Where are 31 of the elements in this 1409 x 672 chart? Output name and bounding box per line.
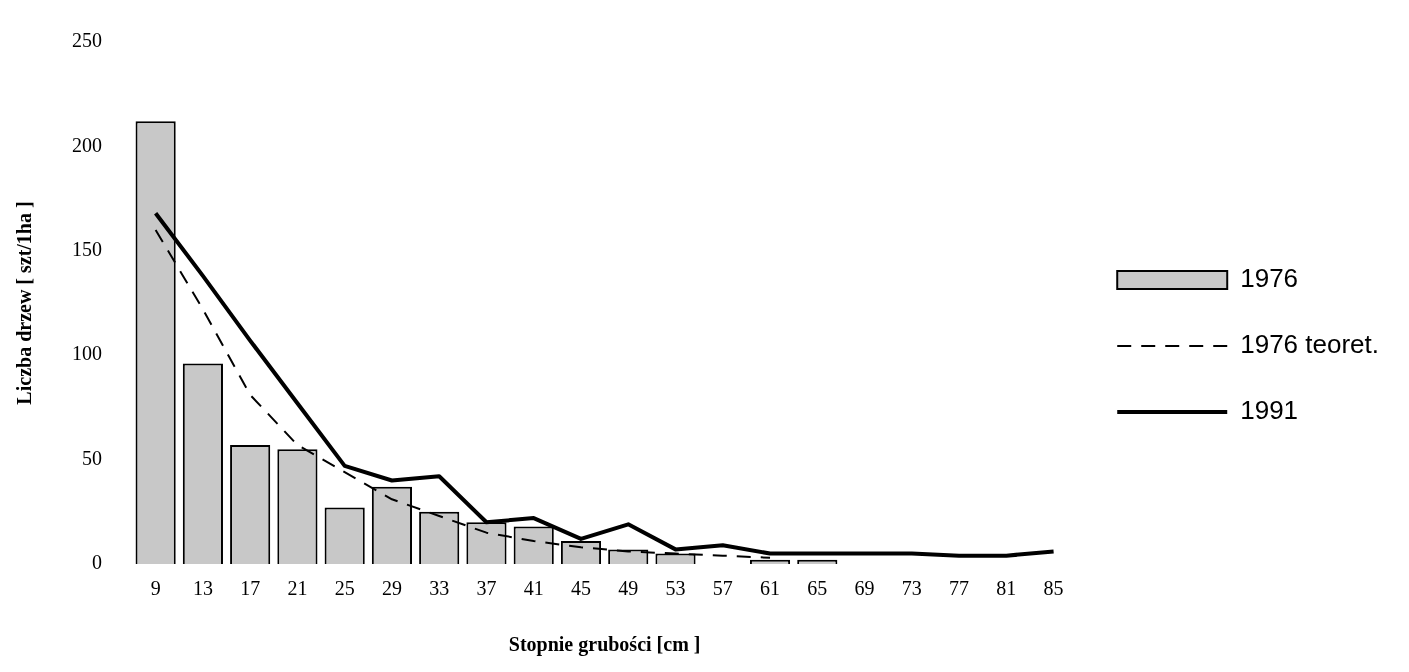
x-tick-label: 73 xyxy=(901,577,922,600)
x-tick-label: 41 xyxy=(523,577,544,600)
legend-label: 1976 teoret. xyxy=(1240,329,1380,360)
x-tick-label: 81 xyxy=(996,577,1017,600)
x-tick-label: 85 xyxy=(1043,577,1064,600)
y-tick-label: 150 xyxy=(72,238,102,261)
x-tick-label: 21 xyxy=(287,577,308,600)
x-tick-label: 49 xyxy=(618,577,639,600)
x-tick-label: 29 xyxy=(381,577,402,600)
y-tick-label: 200 xyxy=(72,133,102,156)
legend-label: 1976 xyxy=(1240,263,1299,294)
y-tick-label: 50 xyxy=(82,446,102,469)
legend-label: 1991 xyxy=(1240,395,1299,426)
x-tick-label: 17 xyxy=(240,577,261,600)
x-tick-label: 53 xyxy=(665,577,686,600)
x-tick-label: 69 xyxy=(854,577,875,600)
x-tick-label: 57 xyxy=(712,577,733,600)
y-axis-title: Liczba drzew [ szt/1ha ] xyxy=(13,201,36,405)
x-tick-label: 33 xyxy=(429,577,450,600)
x-tick-label: 77 xyxy=(949,577,970,600)
y-tick-label: 100 xyxy=(72,342,102,365)
x-tick-label: 37 xyxy=(476,577,497,600)
x-tick-label: 61 xyxy=(760,577,781,600)
x-tick-label: 45 xyxy=(570,577,591,600)
x-tick-label: 13 xyxy=(192,577,213,600)
x-tick-label: 65 xyxy=(807,577,828,600)
x-tick-label: 9 xyxy=(150,577,161,600)
x-tick-label: 25 xyxy=(334,577,355,600)
x-axis-title: Stopnie grubości [cm ] xyxy=(508,633,701,657)
y-tick-label: 0 xyxy=(92,551,102,574)
y-tick-label: 250 xyxy=(72,29,102,52)
